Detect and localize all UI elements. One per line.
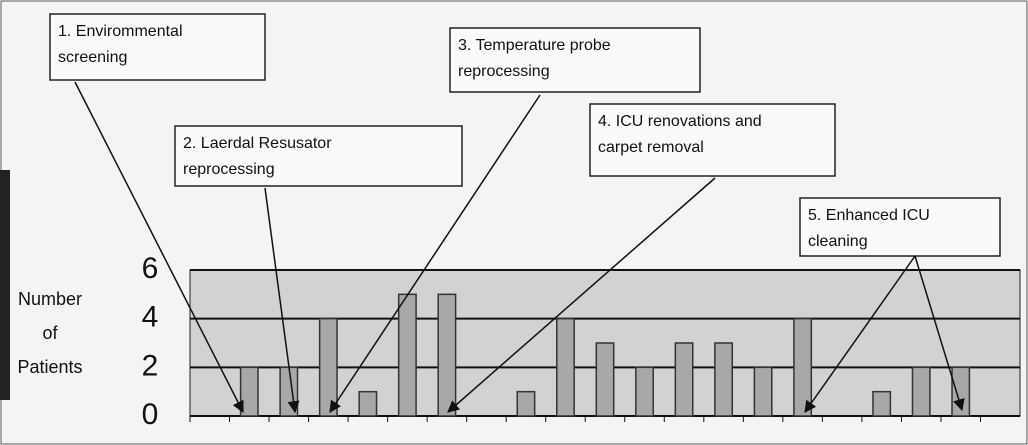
annotation-box	[799, 197, 1001, 257]
annotation-text: 2. Laerdal Resusator	[183, 135, 332, 152]
annotation-box	[49, 13, 266, 81]
annotation-text: screening	[58, 49, 127, 66]
annotation-text: 3. Temperature probe	[458, 37, 611, 54]
annotation-text: 1. Envirommental	[58, 23, 183, 40]
side-bar	[0, 170, 10, 400]
annotation-text: carpet removal	[598, 139, 704, 156]
y-tick-label: 2	[142, 349, 159, 382]
annotation-arrow	[804, 255, 916, 413]
bar	[358, 390, 378, 417]
bar	[437, 293, 457, 417]
annotation-arrow	[914, 255, 965, 412]
bar	[556, 317, 575, 417]
y-tick-label: 0	[142, 398, 159, 431]
annotation-text: cleaning	[808, 233, 868, 250]
annotation-box	[174, 125, 463, 187]
bar	[595, 342, 615, 417]
bar	[516, 390, 536, 417]
annotation-text: 4. ICU renovations and	[598, 113, 762, 130]
y-tick-label: 6	[142, 252, 159, 285]
bar	[951, 366, 971, 417]
annotation-arrow	[264, 187, 300, 414]
y-axis-label: Patients	[17, 357, 82, 377]
annotation-arrow	[74, 81, 244, 414]
annotation-text: reprocessing	[458, 63, 550, 80]
bar	[674, 342, 694, 417]
annotation-text: reprocessing	[183, 161, 275, 178]
bar	[397, 293, 417, 417]
y-axis-label: of	[42, 323, 58, 343]
y-tick-label: 4	[142, 301, 159, 334]
y-axis-label: Number	[18, 289, 82, 309]
bar	[911, 366, 931, 417]
bar	[753, 366, 773, 417]
bar	[714, 342, 734, 417]
annotation-text: 5. Enhanced ICU	[808, 207, 930, 224]
bar	[239, 366, 259, 417]
annotation-arrow	[447, 177, 716, 413]
bar	[872, 390, 892, 417]
annotation-arrow	[329, 94, 541, 414]
annotation-box	[589, 103, 836, 177]
bar	[318, 317, 338, 417]
annotation-box	[449, 27, 701, 93]
bar	[793, 317, 813, 417]
bar	[635, 366, 654, 417]
